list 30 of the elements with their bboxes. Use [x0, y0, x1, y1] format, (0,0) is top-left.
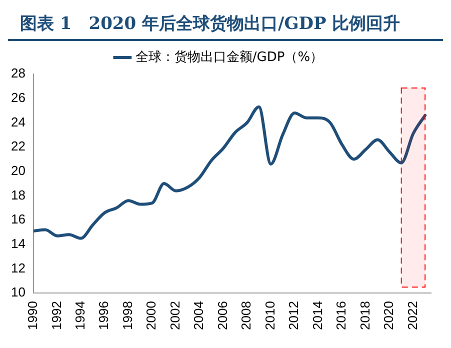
x-tick-label: 2004	[191, 301, 206, 330]
y-tick-label: 18	[10, 187, 26, 202]
x-tick-label: 2018	[357, 301, 372, 330]
y-tick-label: 22	[10, 138, 26, 154]
x-tick-label: 1990	[25, 301, 40, 330]
x-tick-label: 2020	[381, 301, 396, 330]
y-tick-label: 16	[10, 212, 26, 227]
x-tick-label: 2008	[238, 301, 254, 330]
y-tick-label: 28	[10, 66, 26, 81]
x-tick-label: 2000	[144, 301, 159, 330]
x-tick-label: 1992	[48, 301, 64, 330]
chart-title: 图表 1 2020 年后全球货物出口/GDP 比例回升	[8, 8, 443, 41]
x-tick-label: 1998	[120, 301, 135, 330]
x-tick-label: 2010	[262, 301, 278, 330]
y-tick-label: 24	[10, 114, 26, 130]
y-tick-label: 14	[10, 236, 26, 251]
x-tick-label: 2016	[334, 301, 349, 330]
x-tick-label: 2006	[214, 301, 230, 330]
y-tick-label: 26	[10, 90, 26, 105]
y-tick-label: 10	[10, 284, 26, 300]
legend-label: 全球：货物出口金额/GDP（%）	[135, 50, 324, 65]
x-tick-label: 2002	[167, 301, 182, 330]
y-tick-label: 12	[10, 260, 26, 276]
y-tick-label: 20	[10, 162, 26, 178]
x-tick-label: 2014	[310, 301, 325, 330]
x-tick-label: 1994	[72, 301, 88, 330]
x-tick-label: 2012	[286, 301, 302, 330]
x-tick-label: 2022	[404, 301, 420, 330]
x-tick-label: 1996	[96, 301, 112, 330]
line-series	[33, 105, 427, 240]
